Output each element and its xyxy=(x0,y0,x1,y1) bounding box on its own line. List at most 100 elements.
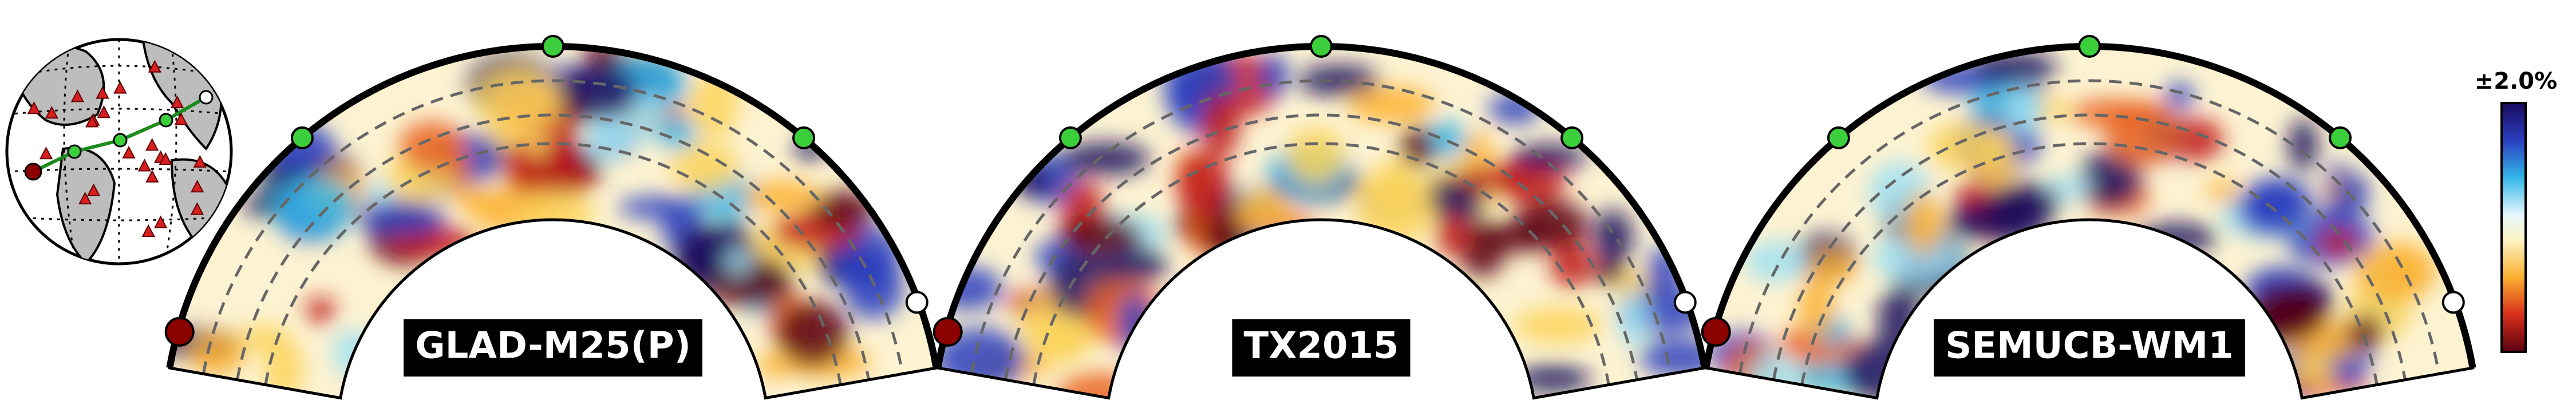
anomaly xyxy=(2004,86,2042,134)
anomaly xyxy=(1871,233,1963,283)
station-point xyxy=(792,126,816,149)
anomaly xyxy=(1799,275,1835,338)
anomaly xyxy=(2079,150,2142,208)
station-point xyxy=(1058,126,1082,149)
anomaly xyxy=(398,121,465,171)
station-point xyxy=(2329,126,2352,149)
station xyxy=(39,146,53,160)
station xyxy=(86,183,101,196)
station-point xyxy=(542,35,564,58)
depth-contour xyxy=(236,113,870,381)
end-point xyxy=(905,291,929,314)
anomaly xyxy=(1061,142,1150,176)
station xyxy=(97,105,111,118)
station xyxy=(141,224,155,237)
anomaly xyxy=(554,65,638,120)
station xyxy=(113,81,127,94)
anomaly xyxy=(543,130,582,172)
anomaly xyxy=(2164,82,2195,109)
station-point xyxy=(1560,126,1584,149)
end-point xyxy=(2441,291,2465,314)
station xyxy=(122,145,136,159)
anomaly xyxy=(776,301,849,367)
station xyxy=(193,154,207,168)
depth-contour xyxy=(202,79,904,374)
section-background xyxy=(169,46,937,398)
anomaly xyxy=(701,256,793,307)
station xyxy=(154,215,168,228)
anomaly xyxy=(1427,120,1467,159)
anomaly xyxy=(1877,290,1920,350)
anomaly xyxy=(1511,144,1587,171)
anomaly xyxy=(1515,365,1591,393)
anomaly xyxy=(1348,86,1435,123)
anomaly xyxy=(2244,177,2313,225)
anomaly xyxy=(1259,53,1289,97)
model-label: SEMUCB-WM1 xyxy=(1945,325,2234,367)
anomaly xyxy=(1435,212,1471,256)
station-point xyxy=(1827,126,1850,149)
anomaly xyxy=(355,200,446,236)
depth-contour xyxy=(970,79,1673,374)
anomaly xyxy=(1298,65,1380,96)
anomaly xyxy=(2354,243,2437,302)
cross-section: GLAD-M25(P) xyxy=(164,35,940,400)
station-point xyxy=(1310,35,1333,58)
station xyxy=(96,86,109,99)
anomaly xyxy=(1744,241,1808,282)
anomaly xyxy=(1514,307,1603,344)
station xyxy=(159,152,172,165)
station xyxy=(27,101,41,114)
station xyxy=(170,95,184,108)
cross-section: TX2015 xyxy=(933,35,1708,400)
model-label: TX2015 xyxy=(1243,325,1398,367)
anomaly xyxy=(1456,166,1534,191)
anomaly xyxy=(271,176,357,236)
depth-contour xyxy=(1004,113,1638,381)
blobs xyxy=(1709,52,2437,398)
anomaly xyxy=(1200,94,1240,158)
anomaly xyxy=(809,190,875,229)
anomaly xyxy=(1459,219,1506,278)
depth-contour xyxy=(1738,79,2441,374)
anomaly xyxy=(1905,191,1942,255)
anomaly xyxy=(1807,250,1859,283)
source-point xyxy=(164,316,195,347)
anomaly xyxy=(2335,173,2369,216)
station-point xyxy=(2078,35,2101,58)
station xyxy=(78,192,92,205)
anomaly xyxy=(305,297,336,324)
colorbar-scale xyxy=(2500,102,2527,353)
station xyxy=(45,106,59,119)
depth-contour xyxy=(1800,142,2379,385)
anomaly xyxy=(2206,179,2239,203)
model-label: GLAD-M25(P) xyxy=(415,325,691,367)
source-point xyxy=(1701,316,1731,347)
anomaly xyxy=(2288,118,2318,171)
anomaly xyxy=(1514,200,1589,249)
velocity-anomalies xyxy=(1709,52,2441,398)
station xyxy=(148,60,162,73)
anomaly xyxy=(657,116,697,150)
anomaly xyxy=(1286,127,1345,185)
source-point xyxy=(933,316,963,347)
anomaly xyxy=(1037,318,1088,365)
station xyxy=(85,114,99,128)
anomaly xyxy=(1103,245,1167,283)
panels: GLAD-M25(P) TX2015 SEMUCB-WM1 xyxy=(164,35,2476,400)
anomaly xyxy=(515,189,593,239)
cross-section: SEMUCB-WM1 xyxy=(1701,35,2476,400)
station xyxy=(70,89,85,102)
anomaly xyxy=(2349,314,2383,351)
anomaly xyxy=(1235,188,1289,234)
station xyxy=(174,112,188,125)
station xyxy=(190,202,204,215)
depth-contour xyxy=(1032,142,1610,385)
station-point xyxy=(290,126,314,149)
end-point xyxy=(1673,291,1697,314)
station xyxy=(145,138,159,151)
label-box xyxy=(404,319,702,377)
anomaly xyxy=(1945,202,2032,239)
